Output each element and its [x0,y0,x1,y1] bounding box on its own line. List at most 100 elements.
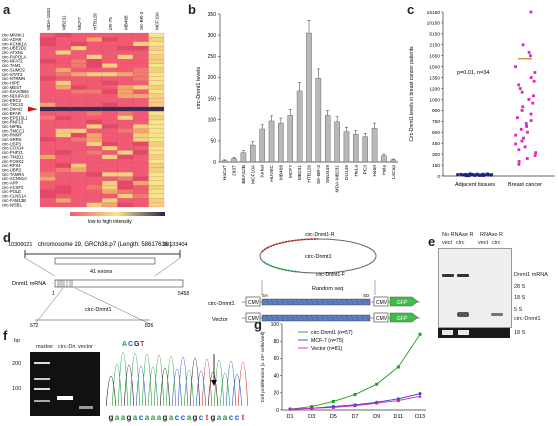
heatmap-cell [70,41,87,47]
heatmap-cell [101,32,118,38]
legend-label: circ-Dnmt1 (n=57) [311,330,353,336]
junction-arrowhead-icon [211,380,217,386]
heatmap-cell [132,32,149,38]
x-tick-label: D9 [373,414,380,420]
heatmap-cell [39,85,56,90]
heatmap-cell [55,106,72,112]
band-circ-2 [491,313,503,316]
sequence-base: g [211,413,216,422]
heatmap-cell [148,67,165,73]
sequence-base: c [229,413,234,422]
breast-cancer-point [520,139,524,143]
sequence-base: g [193,413,198,422]
heatmap-cell [86,106,103,112]
blot-membrane [438,248,512,328]
cmv-4: CMV [376,316,388,322]
heatmap-row-label: circ-SRRS [2,137,22,142]
heatmap-cell [132,180,149,186]
heatmap-row-label: circ-COX14 [2,146,24,151]
sequence-base: a [115,413,120,422]
heatmap-cell [55,93,72,99]
heatmap-cell [86,115,103,121]
breast-cancer-point [533,154,537,157]
heatmap-cell [39,115,56,121]
y-tick-label: 300 [432,152,440,158]
heatmap-cell [132,154,149,160]
bar [315,78,322,163]
heatmap-cell [148,159,165,164]
heatmap-cell [117,193,134,199]
heatmap-cell [70,111,87,116]
heatmap-cell [148,154,165,160]
heatmap-column-label: MCF10A [154,11,159,30]
heatmap-cell [70,172,87,177]
x-tick-label: H460 [372,165,378,177]
bar [268,120,275,163]
heatmap-cell [55,163,72,168]
chromatogram-peak [189,357,201,407]
heatmap-cell [86,146,103,151]
heatmap-cell [70,115,87,121]
heatmap-cell [101,119,118,125]
sa-1: SA [262,293,268,298]
heatmap-cell [117,41,134,47]
x-tick-label: PC3 [363,165,369,175]
y-tick-label: 40 [273,373,279,379]
northern-blot-panel: No RNAse R RNAse R vect circ vect circ D… [436,232,558,342]
heatmap-row-label: circ-NDUFA10 [2,94,29,99]
heatmap-cell [86,167,103,173]
heatmap-cell [148,50,165,55]
breast-cancer-point [531,101,535,105]
heatmap-panel-a: MDA-1833 MB231 MCF7 HTB126 ZR-75 MB468 SK-BR-3… [2,8,165,225]
heatmap-cell [86,202,103,208]
heatmap-cell [117,132,134,138]
y-tick-label: 250 [208,54,217,60]
heatmap-cell [117,54,134,60]
y-tick-label: 100 [208,118,217,124]
heatmap-cell [148,111,165,116]
heatmap-cell [86,163,103,168]
heatmap-cell [39,89,56,94]
heatmap-cell [86,98,103,103]
breast-cancer-point [529,10,533,14]
heatmap-cell [132,163,149,168]
heatmap-cell [39,54,56,60]
heatmap-cell [132,189,149,195]
construct-hatch [360,298,365,306]
adjacent-tissue-point [456,173,460,177]
heatmap-cell [132,202,149,208]
heatmap-cell [148,172,165,177]
heatmap-cell [132,137,149,142]
chromatogram-peak [177,356,189,407]
heatmap-cell [70,63,87,68]
y-tick-label: 600 [432,130,440,136]
heatmap-cell [132,41,149,47]
y-tick-label: 1200 [429,86,440,92]
y-tick-label: 15150 [427,10,441,16]
heatmap-cell [70,189,87,195]
heatmap-cell [39,59,56,64]
chromatogram-peak [219,372,231,407]
heatmap-cell [70,141,87,147]
breast-cancer-point [526,130,529,134]
heatmap-column-label: MB231 [61,15,66,30]
heatmap-cell [117,128,134,134]
heatmap-cell [132,111,149,116]
heatmap-cell [39,172,56,177]
heatmap-legend-label: low to high intensity [88,219,132,225]
heatmap-cell [39,202,56,208]
primer-r: circ-Dnmt1-R [305,232,335,238]
ladder-100: 100 [12,386,22,392]
construct-hatch [345,298,350,306]
y-tick-label: 150 [432,163,440,169]
heatmap-cell [117,180,134,186]
heatmap-cell [148,59,165,64]
heatmap-cell [39,150,56,155]
construct-hatch [340,314,345,322]
heatmap-cell [39,111,56,116]
heatmap-cell [70,106,87,112]
heatmap-cell [117,172,134,177]
heatmap-cell [101,59,118,64]
heatmap-cell [86,159,103,164]
